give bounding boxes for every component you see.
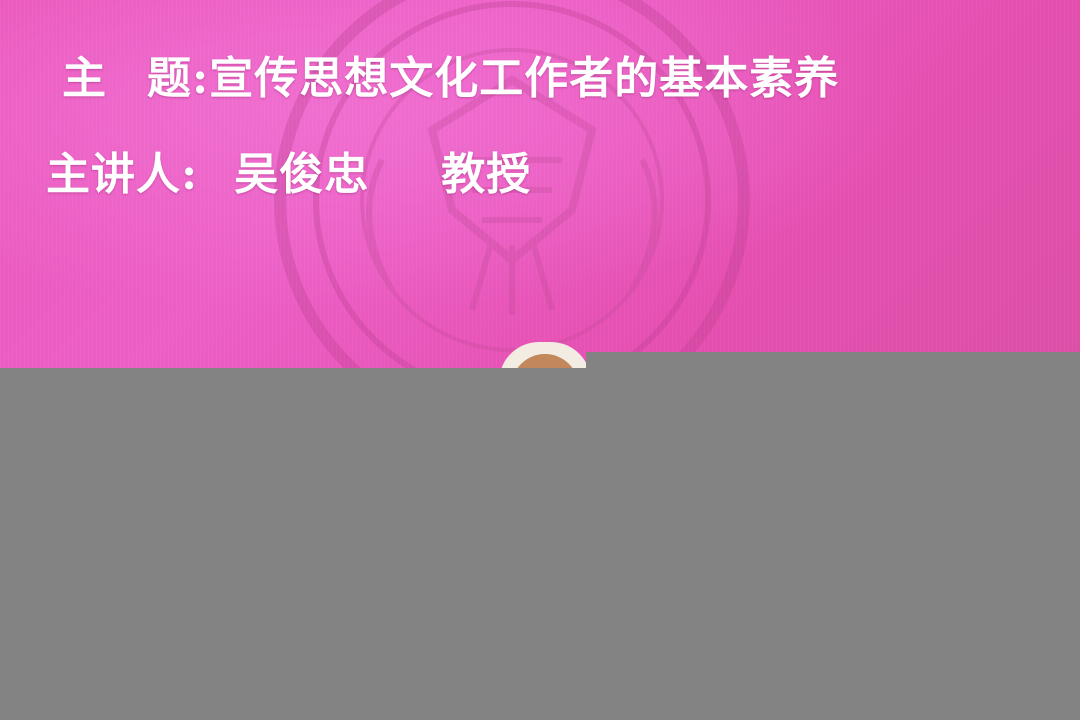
- topic-line: 主题:宣传思想文化工作者的基本素养: [62, 42, 839, 106]
- topic-label: 主: [62, 53, 107, 104]
- topic-text: 宣传思想文化工作者的基本素养: [209, 53, 840, 104]
- gray-occlusion-block: [0, 368, 1080, 720]
- speaker-label: 主讲人:: [46, 149, 199, 200]
- university-emblem-watermark: [274, 0, 750, 370]
- occluding-panel-edge: [586, 352, 1080, 372]
- speaker-line: 主讲人: 吴俊忠 教授: [46, 138, 531, 202]
- projection-screen: 主题:宣传思想文化工作者的基本素养 主讲人: 吴俊忠 教授: [0, 0, 1080, 370]
- speaker-title: 教授: [441, 149, 532, 200]
- topic-label-2: 题:: [147, 53, 210, 104]
- speaker-name: 吴俊忠: [234, 149, 370, 200]
